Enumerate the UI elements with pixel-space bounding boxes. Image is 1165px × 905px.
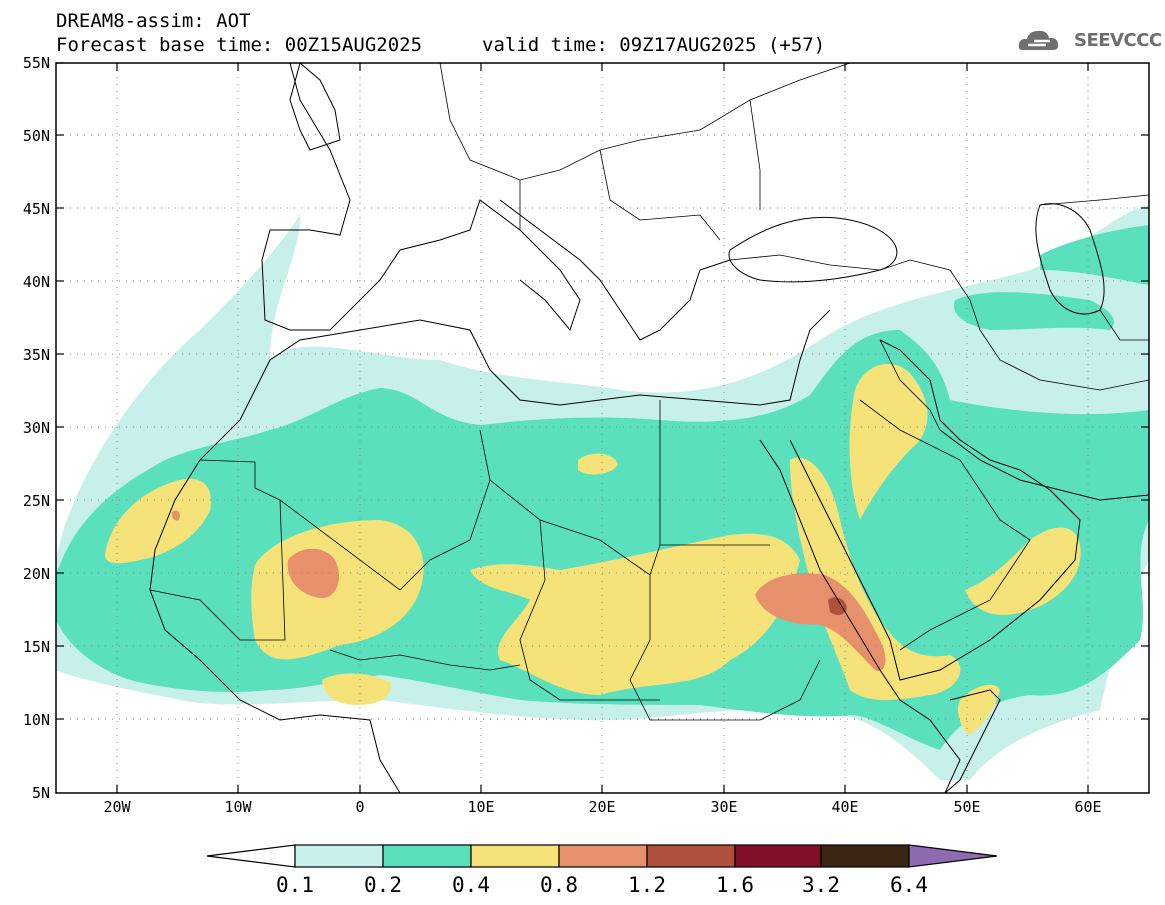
border-europe-1 [439, 63, 851, 181]
aot-field-0.8-mauritania [171, 510, 180, 521]
x-tick-label: 40E [831, 798, 858, 816]
graticule [56, 63, 1149, 793]
border-saudi [859, 399, 1031, 651]
aot-field-1.2 [828, 597, 847, 616]
border-chad-sudan [519, 519, 660, 701]
aot-field-0.4-west [105, 478, 211, 564]
cloud-logo-icon [1018, 30, 1059, 50]
colorbar-label: 0.4 [452, 873, 490, 897]
tick-marks [56, 62, 1149, 793]
x-tick-label: 60E [1074, 798, 1101, 816]
x-tick-label: 30E [710, 798, 737, 816]
coast-west-africa [149, 459, 401, 793]
x-tick-label: 0 [355, 798, 364, 816]
y-tick-label: 30N [23, 419, 50, 437]
coast-red-sea-west [759, 439, 961, 793]
coast-north-africa [199, 309, 831, 461]
colorbar-segment [646, 844, 736, 868]
aot-field-0.4-nigeria [322, 673, 391, 705]
aot-field-0.4-central [470, 533, 800, 695]
aot-field-0.4-somalia [957, 684, 1000, 735]
y-tick-label: 45N [23, 200, 50, 218]
colorbar [206, 844, 998, 868]
colorbar-segment [382, 844, 472, 868]
border-niger-nigeria [329, 649, 521, 671]
y-tick-label: 55N [23, 54, 50, 72]
y-tick-label: 50N [23, 127, 50, 145]
y-tick-label: 35N [23, 346, 50, 364]
coast-somalia [944, 689, 1001, 793]
colorbar-label: 0.2 [364, 873, 402, 897]
colorbar-segment-above [908, 844, 998, 868]
colorbar-labels: 0.1 0.2 0.4 0.8 1.2 1.6 3.2 6.4 [276, 873, 928, 897]
map-title: DREAM8-assim: AOT [56, 10, 251, 32]
aot-field-0.4-iraq [849, 363, 928, 520]
y-tick-label: 20N [23, 565, 50, 583]
forecast-base-time: Forecast base time: 00Z15AUG2025 [56, 34, 423, 56]
coast-adriatic [499, 199, 731, 341]
border-libya-chad [489, 479, 770, 576]
aot-field-0.8-sudan [755, 573, 886, 671]
colorbar-segment-below [206, 844, 296, 868]
border-iran [979, 329, 1149, 391]
colorbar-segment [558, 844, 648, 868]
colorbar-segment [470, 844, 560, 868]
colorbar-label: 1.2 [628, 873, 666, 897]
x-tick-label: 20E [588, 798, 615, 816]
y-tick-label: 15N [23, 638, 50, 656]
colorbar-segment [734, 844, 822, 868]
x-tick-labels: 20W 10W 0 10E 20E 30E 40E 50E 60E [103, 798, 1101, 816]
y-tick-label: 10N [23, 711, 50, 729]
border-central-asia [1039, 194, 1149, 341]
aot-field-0.2-caspian [954, 292, 1114, 330]
valid-time: valid time: 09Z17AUG2025 (+57) [482, 34, 826, 56]
border-algeria-mali [279, 429, 491, 591]
y-tick-labels: 55N 50N 45N 40N 35N 30N 25N 20N 15N 10N … [23, 54, 50, 802]
coast-west-europe [261, 63, 581, 332]
y-tick-label: 25N [23, 492, 50, 510]
colorbar-label: 0.1 [276, 873, 314, 897]
aot-field-0.2-east [1040, 225, 1149, 285]
colorbar-segment [294, 844, 384, 868]
border-iraq-iran [879, 339, 941, 431]
colorbar-label: 3.2 [802, 873, 840, 897]
aot-field-0.8-mali [287, 548, 340, 599]
aot-field-0.4-red-sea [790, 457, 961, 700]
x-tick-label: 20W [103, 798, 131, 816]
aot-field-0.4-arabia [965, 527, 1081, 615]
seevccc-logo: SEEVCCC [1016, 20, 1162, 60]
x-tick-label: 10E [467, 798, 494, 816]
y-tick-label: 40N [23, 273, 50, 291]
x-tick-label: 10W [224, 798, 252, 816]
colorbar-label: 0.8 [540, 873, 578, 897]
borders [149, 63, 1149, 721]
coast-red-sea-east [789, 339, 1081, 681]
border-europe-2 [519, 99, 761, 241]
logo-text: SEEVCCC [1074, 30, 1162, 51]
x-tick-label: 50E [953, 798, 980, 816]
coast-black-sea [728, 216, 898, 283]
colorbar-label: 1.6 [716, 873, 754, 897]
colorbar-label: 6.4 [890, 873, 928, 897]
coast-uk [289, 63, 341, 151]
coast-persian-gulf [939, 429, 1149, 501]
border-sudan [629, 575, 821, 721]
y-tick-label: 5N [32, 784, 50, 802]
border-turkey [729, 254, 981, 331]
border-mauritania [149, 459, 286, 641]
colorbar-segment [820, 844, 910, 868]
aot-field-0.4-egypt [578, 453, 618, 475]
